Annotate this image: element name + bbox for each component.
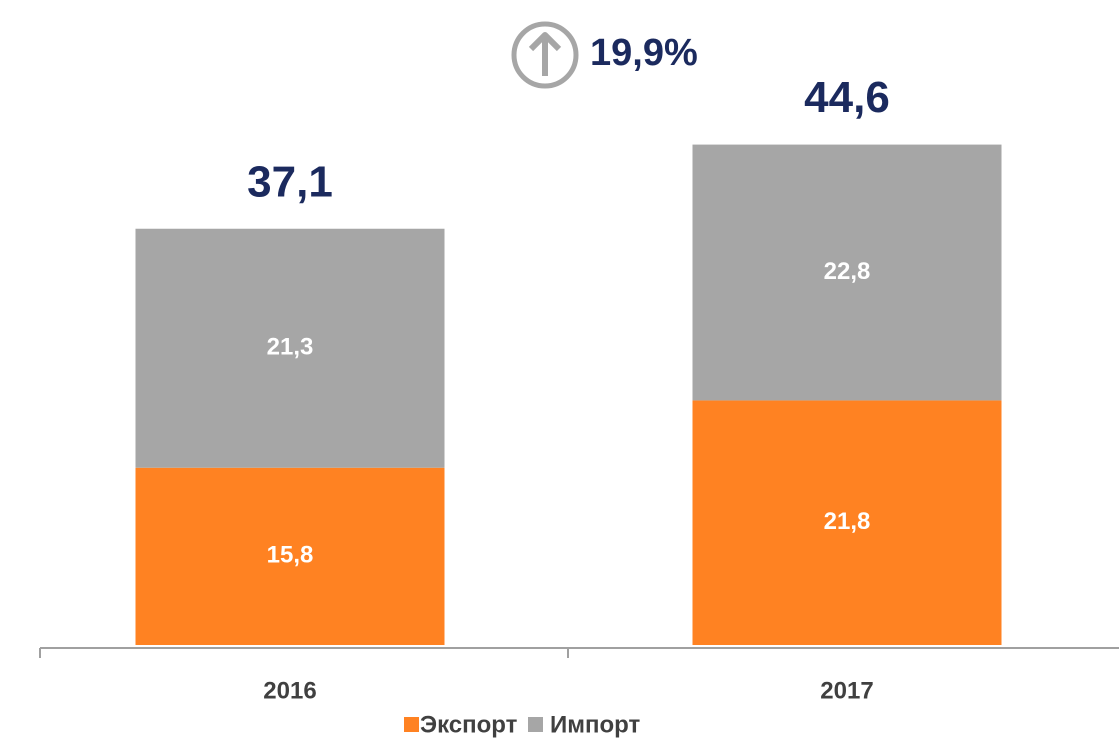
x-tick-label: 2016 [263,677,316,704]
legend-label: Экспорт [420,711,518,738]
segment-label: 21,8 [824,508,871,535]
total-label: 37,1 [247,157,333,206]
segment-label: 15,8 [267,542,314,569]
bar-segment [692,144,1002,401]
growth-annotation: 19,9% [590,32,698,74]
bar-segment [135,228,445,468]
growth-icon [511,21,579,89]
bar-segment [135,467,445,645]
legend-label: Импорт [550,711,641,738]
legend-swatch [404,717,419,732]
bar-segment [692,400,1002,645]
legend-swatch [528,717,543,732]
segment-label: 21,3 [267,334,314,361]
segment-label: 22,8 [824,258,871,285]
x-tick-label: 2017 [820,677,873,704]
total-label: 44,6 [804,73,890,122]
